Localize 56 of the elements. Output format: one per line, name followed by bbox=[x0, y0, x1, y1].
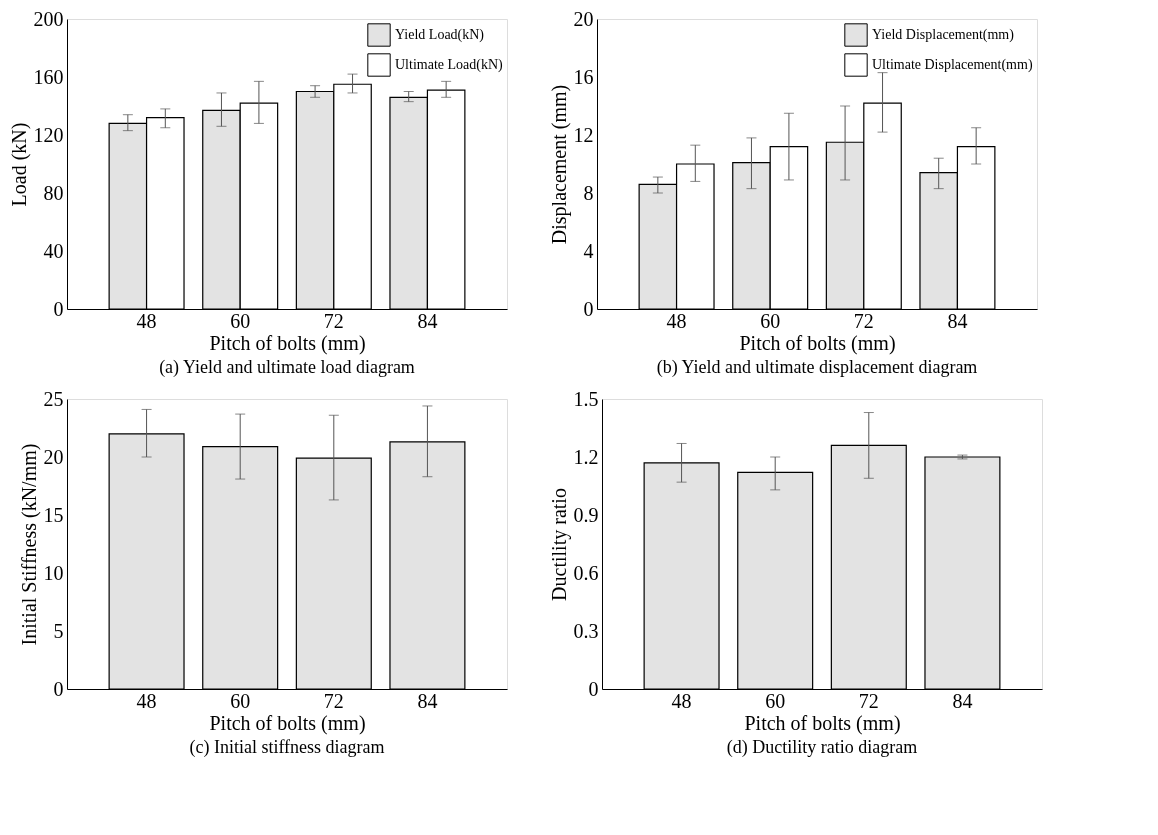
legend-label: Yield Displacement(mm) bbox=[872, 27, 1015, 43]
x-tick-label: 48 bbox=[136, 309, 157, 332]
x-axis-title: Pitch of bolts (mm) bbox=[739, 331, 896, 355]
x-tick-label: 72 bbox=[323, 309, 344, 332]
y-axis-title: Displacement (mm) bbox=[547, 84, 571, 245]
x-tick-label: 72 bbox=[858, 689, 879, 712]
y-tick-label: 5 bbox=[53, 619, 64, 642]
y-tick-label: 80 bbox=[43, 181, 64, 204]
x-tick-label: 48 bbox=[136, 689, 157, 712]
y-tick-label: 0 bbox=[53, 677, 64, 700]
x-tick-label: 84 bbox=[417, 689, 438, 712]
text: (b) Yield and ultimate displacement diagram bbox=[656, 357, 978, 378]
y-tick-label: 20 bbox=[573, 7, 594, 30]
legend-label: Ultimate Load(kN) bbox=[395, 57, 504, 73]
x-tick-label: 60 bbox=[765, 689, 786, 712]
y-tick-label: 8 bbox=[583, 181, 594, 204]
text: (c) Initial stiffness diagram bbox=[189, 737, 385, 758]
x-tick-label: 60 bbox=[760, 309, 781, 332]
x-tick-label: 60 bbox=[230, 309, 251, 332]
y-tick-label: 0.3 bbox=[573, 619, 599, 642]
x-axis-title: Pitch of bolts (mm) bbox=[744, 711, 901, 735]
y-tick-label: 0.6 bbox=[573, 561, 599, 584]
x-tick-label: 84 bbox=[417, 309, 438, 332]
y-tick-label: 160 bbox=[33, 65, 64, 88]
y-tick-label: 0 bbox=[53, 297, 64, 320]
x-tick-label: 60 bbox=[230, 689, 251, 712]
x-tick-label: 72 bbox=[323, 689, 344, 712]
y-tick-label: 1.5 bbox=[573, 387, 599, 410]
text: (a) Yield and ultimate load diagram bbox=[159, 357, 415, 378]
y-tick-label: 200 bbox=[33, 7, 64, 30]
y-axis-title: Ductility ratio bbox=[547, 488, 571, 601]
x-tick-label: 48 bbox=[671, 689, 692, 712]
y-tick-label: 40 bbox=[43, 239, 64, 262]
x-tick-label: 72 bbox=[853, 309, 874, 332]
y-tick-label: 16 bbox=[573, 65, 594, 88]
y-axis-title: Initial Stiffness (kN/mm) bbox=[17, 443, 41, 646]
y-tick-label: 1.2 bbox=[573, 445, 599, 468]
text: (d) Ductility ratio diagram bbox=[726, 737, 918, 758]
x-tick-label: 84 bbox=[952, 689, 973, 712]
y-tick-label: 12 bbox=[573, 123, 594, 146]
x-tick-label: 48 bbox=[666, 309, 687, 332]
legend-label: Yield Load(kN) bbox=[395, 27, 485, 43]
legend-label: Ultimate Displacement(mm) bbox=[872, 57, 1033, 73]
y-axis-title: Load (kN) bbox=[7, 122, 31, 207]
y-tick-label: 4 bbox=[583, 239, 594, 262]
y-tick-label: 25 bbox=[43, 387, 64, 410]
x-axis-title: Pitch of bolts (mm) bbox=[209, 331, 366, 355]
y-tick-label: 0 bbox=[583, 297, 594, 320]
y-tick-label: 0.9 bbox=[573, 503, 599, 526]
y-tick-label: 20 bbox=[43, 445, 64, 468]
y-tick-label: 0 bbox=[588, 677, 599, 700]
x-tick-label: 84 bbox=[947, 309, 968, 332]
y-tick-label: 15 bbox=[43, 503, 64, 526]
x-axis-title: Pitch of bolts (mm) bbox=[209, 711, 366, 735]
y-tick-label: 10 bbox=[43, 561, 64, 584]
y-tick-label: 120 bbox=[33, 123, 64, 146]
